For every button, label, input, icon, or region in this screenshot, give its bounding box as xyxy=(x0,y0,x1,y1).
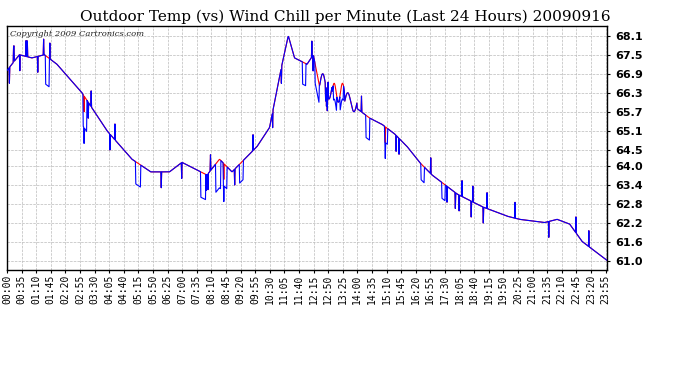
Text: Copyright 2009 Cartronics.com: Copyright 2009 Cartronics.com xyxy=(10,30,144,38)
Text: Outdoor Temp (vs) Wind Chill per Minute (Last 24 Hours) 20090916: Outdoor Temp (vs) Wind Chill per Minute … xyxy=(79,9,611,24)
